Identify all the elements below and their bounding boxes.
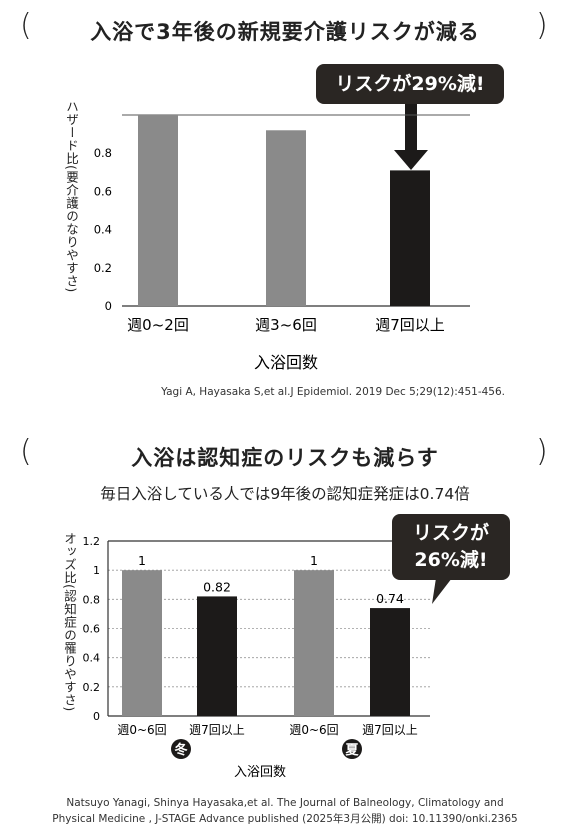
chart2-category-label: 週7回以上: [362, 723, 418, 737]
callout-line2: 26%減!: [414, 549, 488, 571]
winter-badge: [171, 739, 191, 759]
chart2-data-label: 0.82: [203, 579, 231, 594]
section2-title: 入浴は認知症のリスクも減らす: [131, 446, 439, 470]
section1-title: 入浴で3年後の新規要介護リスクが減る: [90, 20, 480, 44]
right-bracket: ): [536, 8, 548, 43]
section2-subtitle: 毎日入浴している人では9年後の認知症発症は0.74倍: [100, 485, 470, 503]
chart2-ytick-label: 0: [93, 710, 100, 723]
risk-callout-26: リスクが 26%減!: [392, 514, 510, 580]
chart2-ytick-label: 0.2: [83, 681, 101, 694]
callout-line1: リスクが: [412, 522, 489, 544]
chart1-category-label: 週0~2回: [127, 316, 189, 334]
chart2-bar: [294, 570, 334, 716]
chart2-ytick-label: 1: [93, 564, 100, 577]
winter-label: 冬: [174, 742, 187, 758]
chart1-bar: [266, 130, 306, 306]
chart1-ytick-label: 0.6: [94, 184, 112, 198]
chart2-category-label: 週7回以上: [189, 723, 245, 737]
chart1-ytick-label: 0.4: [94, 223, 112, 237]
summer-badge: [342, 739, 362, 759]
chart1-ytick-label: 0: [105, 299, 112, 313]
chart2-ylabel: オッズ比(認知症の罹りやすさ): [62, 532, 77, 712]
chart1-bar: [390, 170, 430, 306]
chart2-ytick-label: 0.6: [83, 623, 101, 636]
chart2-data-label: 0.74: [376, 591, 404, 606]
chart2-category-label: 週0~6回: [117, 723, 166, 737]
chart1-xlabel: 入浴回数: [254, 353, 318, 372]
chart2-data-label: 1: [138, 553, 146, 568]
chart1-ylabel: ハザード比(要介護のなりやすさ): [64, 100, 79, 293]
chart2-bar: [370, 608, 410, 716]
risk-callout-29: リスクが29%減!: [316, 64, 504, 104]
chart2-data-label: 1: [310, 553, 318, 568]
section2-citation: Natsuyo Yanagi, Shinya Hayasaka,et al. T…: [0, 795, 570, 827]
citation-line1: Natsuyo Yanagi, Shinya Hayasaka,et al. T…: [66, 797, 504, 809]
chart2-category-label: 週0~6回: [289, 723, 338, 737]
section1-citation: Yagi A, Hayasaka S,et al.J Epidemiol. 20…: [161, 386, 505, 398]
chart2-ytick-label: 0.8: [83, 593, 101, 606]
left-bracket-2: (: [20, 434, 32, 469]
chart1-bar: [138, 115, 178, 306]
chart1-ytick-label: 0.8: [94, 146, 112, 160]
chart2-bar: [122, 570, 162, 716]
chart1-category-label: 週3~6回: [255, 316, 317, 334]
chart2-bar: [197, 596, 237, 716]
chart1-category-label: 週7回以上: [375, 316, 445, 334]
chart1-ytick-label: 0.2: [94, 261, 112, 275]
chart2-ytick-label: 1.2: [83, 535, 101, 548]
callout-tail: [432, 578, 452, 604]
chart1-svg: 0 0.2 0.4 0.6 0.8 週0~2回 週3~6回 週7回以上 入浴回数: [94, 104, 470, 372]
down-arrow-icon: [394, 104, 428, 170]
summer-label: 夏: [344, 743, 359, 758]
right-bracket-2: ): [536, 434, 548, 469]
left-bracket: (: [20, 8, 32, 43]
citation-line2: Physical Medicine , J-STAGE Advance publ…: [52, 813, 518, 825]
chart2-ytick-label: 0.4: [83, 652, 101, 665]
chart2-xlabel: 入浴回数: [234, 765, 286, 780]
